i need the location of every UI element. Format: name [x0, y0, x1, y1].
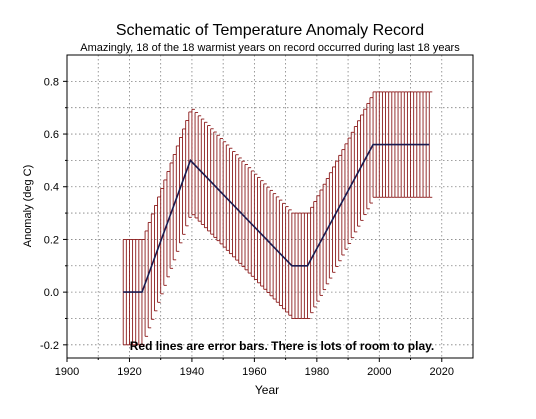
y-tick-label: 0.6 [44, 129, 59, 141]
x-axis-label: Year [255, 383, 279, 397]
x-tick-label: 2000 [367, 366, 391, 378]
chart-annotation: Red lines are error bars. There is lots … [130, 339, 435, 353]
chart-title: Schematic of Temperature Anomaly Record [116, 22, 424, 39]
y-axis-label: Anomaly (deg C) [22, 165, 34, 248]
x-tick-label: 1960 [242, 366, 266, 378]
y-tick-label: 0.4 [44, 182, 59, 194]
y-tick-label: -0.2 [40, 340, 59, 352]
anomaly-series-line [123, 143, 430, 293]
plot-frame [66, 54, 474, 359]
y-tick-label: 0.0 [44, 287, 59, 299]
chart-subtitle: Amazingly, 18 of the 18 warmist years on… [80, 42, 460, 54]
x-tick-label: 1900 [55, 366, 79, 378]
series-layer [123, 143, 430, 293]
x-tick-label: 2020 [430, 366, 454, 378]
tick-layer: 1900 1920 1940 1960 1980 2000 2020 -0.2 0.0 0.2 0.… [40, 76, 454, 378]
x-tick-label: 1920 [117, 366, 141, 378]
y-tick-label: 0.8 [44, 76, 59, 88]
y-tick-label: 0.2 [44, 234, 59, 246]
x-tick-label: 1980 [305, 366, 329, 378]
x-tick-label: 1940 [180, 366, 204, 378]
